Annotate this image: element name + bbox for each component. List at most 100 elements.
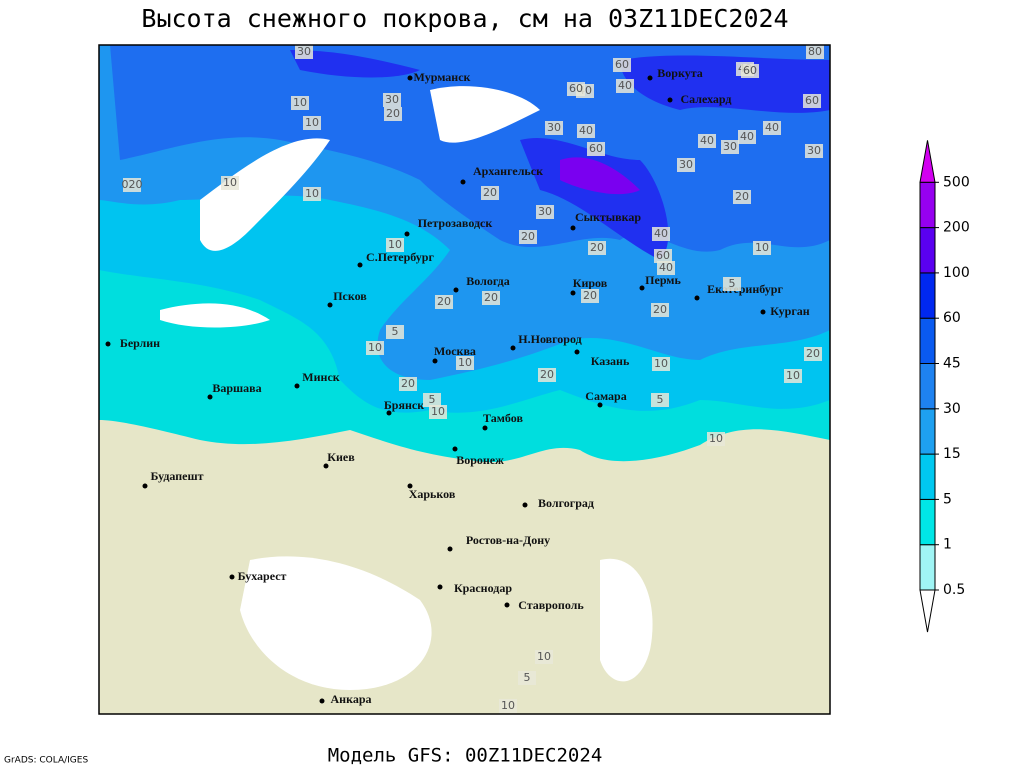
contour-label: 30 xyxy=(297,45,311,58)
colorbar-swatch xyxy=(919,363,936,410)
city-label: Краснодар xyxy=(454,581,512,595)
contour-label-bg xyxy=(567,82,585,96)
city-label: Ставрополь xyxy=(518,598,584,612)
contour-label-bg xyxy=(657,261,675,275)
colorbar-label: 1 xyxy=(943,537,952,553)
contour-label-bg xyxy=(291,96,309,110)
colorbar-label: 5 xyxy=(943,491,952,507)
contour-label: 30 xyxy=(547,121,561,134)
contour-label: 40 xyxy=(654,227,668,240)
contour-label: 5 xyxy=(657,393,664,406)
city-dot xyxy=(437,584,443,590)
city-dot xyxy=(522,502,528,508)
contour-label: 40 xyxy=(765,121,779,134)
contour-label: 10 xyxy=(537,650,551,663)
snow-60 xyxy=(290,50,830,260)
contour-label: 60 xyxy=(805,94,819,107)
city-label: Варшава xyxy=(212,381,261,395)
map-title: Высота снежного покрова, см на 03Z11DEC2… xyxy=(141,4,788,33)
colorbar-swatch xyxy=(919,453,936,500)
contour-label: 30 xyxy=(723,140,737,153)
contour-label-bg xyxy=(519,230,537,244)
city-dot xyxy=(407,75,413,81)
contour-label-bg xyxy=(518,671,536,685)
city-label: Курган xyxy=(770,304,810,318)
contour-label-bg xyxy=(698,134,716,148)
contour-label-bg xyxy=(763,121,781,135)
city-label: Вологда xyxy=(466,274,510,288)
city-dot xyxy=(447,546,453,552)
contour-label-bg xyxy=(588,241,606,255)
contour-label: 10 xyxy=(368,341,382,354)
contour-label: 20 xyxy=(484,291,498,304)
city-label: Воркута xyxy=(657,66,702,80)
city-label: Петрозаводск xyxy=(418,216,493,230)
contour-label-bg xyxy=(383,93,401,107)
colorbar-label: 100 xyxy=(943,265,970,281)
contour-label: 20 xyxy=(521,230,535,243)
contour-label-bg xyxy=(651,393,669,407)
cities: Мурманск Воркута Салехард Архангельск Петроз… xyxy=(105,66,810,706)
city-label: Будапешт xyxy=(150,469,203,483)
contour-label-bg xyxy=(384,107,402,121)
city-dot xyxy=(453,287,459,293)
contour-label: 30 xyxy=(807,144,821,157)
city-label: Москва xyxy=(434,344,476,358)
contour-label-bg xyxy=(366,341,384,355)
contour-label: 10 xyxy=(501,699,515,712)
model-label: Модель GFS: 00Z11DEC2024 xyxy=(328,745,603,767)
contour-label: 5 xyxy=(392,325,399,338)
contour-label-bg xyxy=(804,347,822,361)
contour-label-bg xyxy=(677,158,695,172)
city-dot xyxy=(760,309,766,315)
city-dot xyxy=(504,602,510,608)
contour-label: 10 xyxy=(709,432,723,445)
city-label: Казань xyxy=(591,354,630,368)
city-label: Волгоград xyxy=(538,496,594,510)
contour-label-bg xyxy=(423,393,441,407)
contour-label: 20 xyxy=(437,295,451,308)
contour-label-bg xyxy=(123,178,141,192)
contour-label-bg xyxy=(221,176,239,190)
city-dot xyxy=(432,358,438,364)
contour-label-bg xyxy=(784,369,802,383)
contour-labels: 1010302040406040608060304060404030403030… xyxy=(122,45,824,713)
city-label: Брянск xyxy=(384,398,424,412)
contour-label-bg xyxy=(545,121,563,135)
contour-label-bg xyxy=(652,357,670,371)
city-dot xyxy=(142,483,148,489)
contour-label-bg xyxy=(707,432,725,446)
city-label: Мурманск xyxy=(414,70,471,84)
contour-label: 10 xyxy=(431,405,445,418)
city-dot xyxy=(327,302,333,308)
contour-label: 30 xyxy=(385,93,399,106)
city-label: Воронеж xyxy=(456,453,504,467)
contour-label-bg xyxy=(295,45,313,59)
city-dot xyxy=(667,97,673,103)
contour-label: 40 xyxy=(659,261,673,274)
city-label: Анкара xyxy=(331,692,372,706)
city-dot xyxy=(570,225,576,231)
city-dot xyxy=(357,262,363,268)
colorbar-high xyxy=(919,140,936,183)
colorbar-swatch xyxy=(919,181,936,229)
white-sea xyxy=(430,86,540,143)
city-label: Пермь xyxy=(645,273,681,287)
contour-label: 10 xyxy=(786,369,800,382)
contour-label-bg xyxy=(303,116,321,130)
city-dot xyxy=(323,463,329,469)
contour-label: 20 xyxy=(540,368,554,381)
contour-label: 40 xyxy=(700,134,714,147)
snow-100 xyxy=(560,157,640,195)
contour-label-bg xyxy=(651,303,669,317)
contour-label-bg xyxy=(723,277,741,291)
city-label: С.Петербург xyxy=(366,250,434,264)
contour-label: 20 xyxy=(401,377,415,390)
contour-label: 60 xyxy=(656,249,670,262)
city-dot xyxy=(294,383,300,389)
city-dot xyxy=(386,410,392,416)
contour-label-bg xyxy=(499,699,517,713)
city-dot xyxy=(482,425,488,431)
city-label: Берлин xyxy=(120,336,160,350)
city-label: Н.Новгород xyxy=(518,332,581,346)
